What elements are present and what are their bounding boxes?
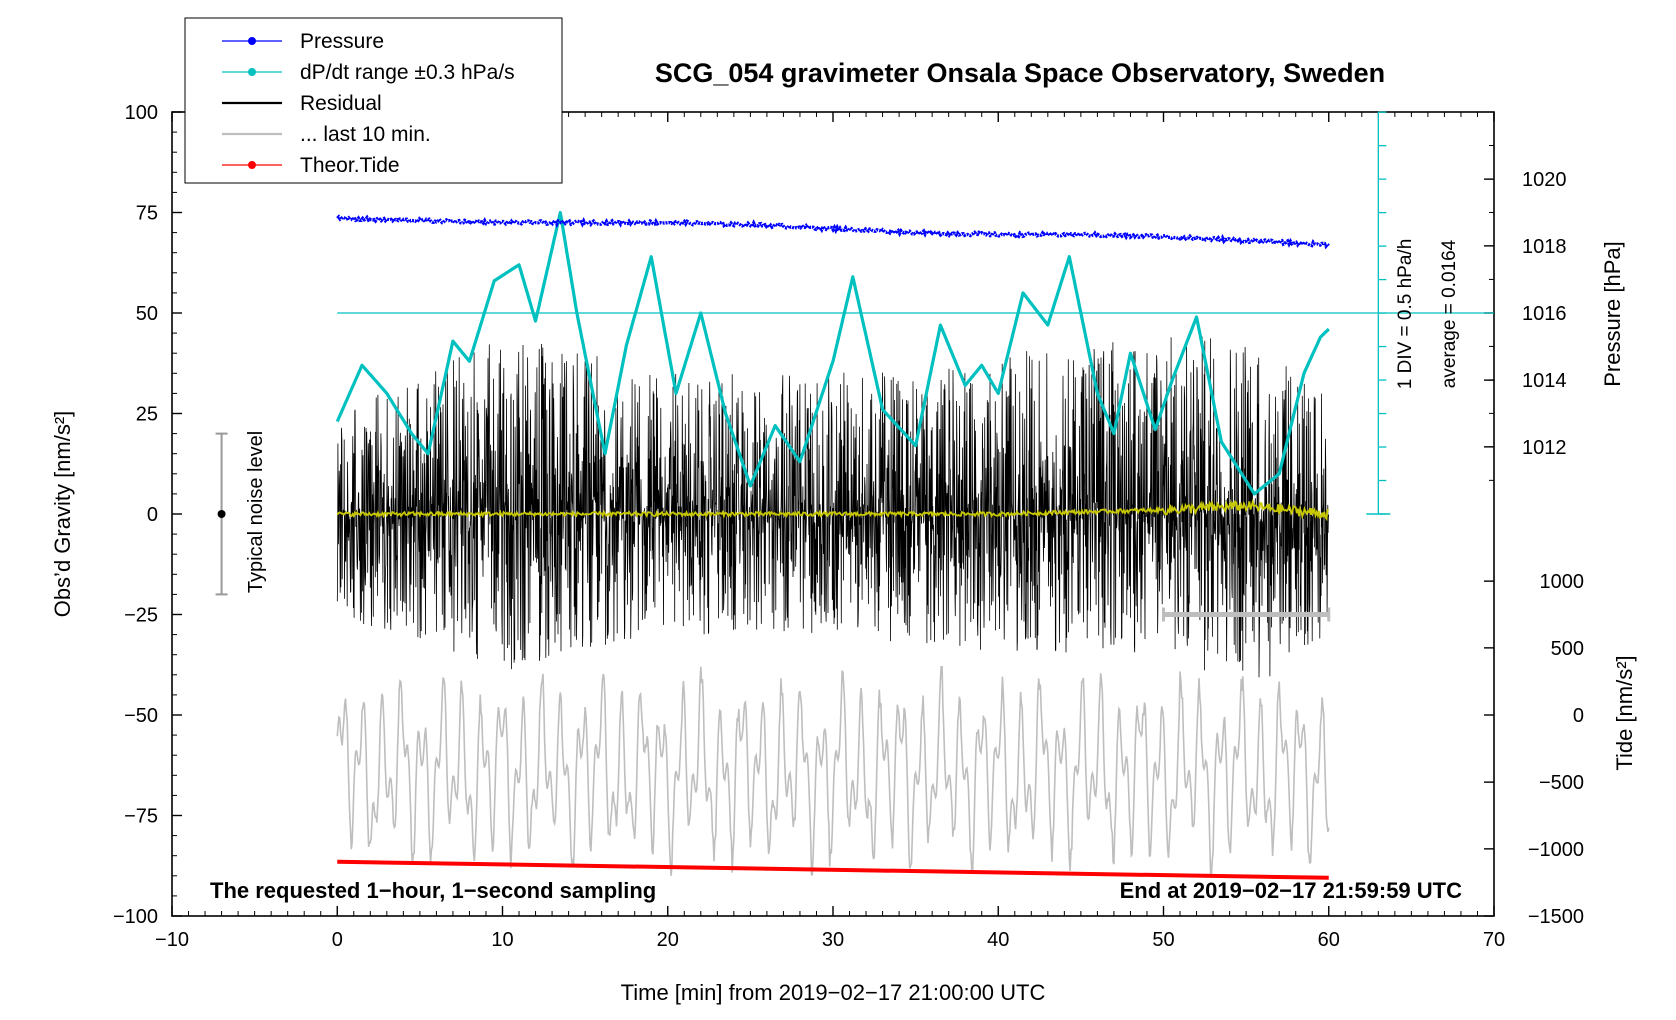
legend-marker xyxy=(248,68,256,76)
x-tick-label: 30 xyxy=(822,929,844,951)
dpdt-line xyxy=(335,210,1330,496)
tide-axis-label: Tide [nm/s²] xyxy=(1612,655,1637,770)
y-tick-label: −100 xyxy=(113,906,158,928)
legend-label: Pressure xyxy=(300,30,384,53)
div-scale-label: 1 DIV = 0.5 hPa/h xyxy=(1395,239,1416,390)
tide-tick-label: −500 xyxy=(1539,772,1584,794)
pressure-tick-label: 1014 xyxy=(1522,370,1567,392)
x-tick-label: 60 xyxy=(1318,929,1340,951)
legend-label: dP/dt range ±0.3 hPa/s xyxy=(300,61,515,84)
y-axis-label: Obs’d Gravity [nm/s²] xyxy=(50,411,75,618)
y-tick-label: 100 xyxy=(125,102,158,124)
x-tick-label: 40 xyxy=(987,929,1009,951)
average-label: average = 0.0164 xyxy=(1439,239,1460,388)
chart-annotation-marks xyxy=(215,111,1494,622)
legend: Pressure dP/dt range ±0.3 hPa/s Residual..… xyxy=(184,17,563,184)
y-axis-ticks: 100 75 50 25 0 −25 −50 −75 −100 xyxy=(113,102,182,928)
grey-tide-series xyxy=(336,666,1330,877)
y-tick-label: 25 xyxy=(136,404,158,426)
pressure-tick-label: 1020 xyxy=(1522,169,1567,191)
x-tick-label: 50 xyxy=(1152,929,1174,951)
tide-tick-label: 500 xyxy=(1551,638,1584,660)
x-tick-label: −10 xyxy=(155,929,189,951)
y-tick-label: 0 xyxy=(147,504,158,526)
grey-tide-line xyxy=(336,666,1330,877)
tide-axis-ticks: 1000 500 0 −500 −1000 −1500 xyxy=(1484,571,1584,928)
tide-tick-label: 1000 xyxy=(1540,571,1585,593)
x-tick-label: 20 xyxy=(657,929,679,951)
noise-level-label: Typical noise level xyxy=(245,431,267,593)
pressure-series xyxy=(336,213,1330,250)
annotation-end-time: End at 2019−02−17 21:59:59 UTC xyxy=(1120,878,1463,903)
y-tick-label: 50 xyxy=(136,303,158,325)
pressure-tick-label: 1016 xyxy=(1522,303,1567,325)
tide-tick-label: 0 xyxy=(1573,705,1584,727)
legend-label: ... last 10 min. xyxy=(300,123,431,146)
legend-box xyxy=(184,17,563,184)
y-tick-label: −75 xyxy=(124,806,158,828)
residual-smoothed-series xyxy=(336,498,1330,522)
pressure-line xyxy=(336,213,1330,250)
chart-title: SCG_054 gravimeter Onsala Space Observat… xyxy=(655,58,1385,88)
smoothed-residual-line xyxy=(336,498,1330,522)
legend-label: Residual xyxy=(300,92,382,115)
tide-tick-label: −1500 xyxy=(1528,906,1584,928)
y-tick-label: −25 xyxy=(124,605,158,627)
pressure-tick-label: 1018 xyxy=(1522,236,1567,258)
tide-tick-label: −1000 xyxy=(1528,839,1584,861)
x-tick-label: 70 xyxy=(1483,929,1505,951)
x-tick-label: 10 xyxy=(491,929,513,951)
x-axis-label: Time [min] from 2019−02−17 21:00:00 UTC xyxy=(621,980,1046,1005)
y-tick-label: −50 xyxy=(124,705,158,727)
x-tick-label: 0 xyxy=(332,929,343,951)
legend-label: Theor.Tide xyxy=(300,154,400,177)
pressure-axis-label: Pressure [hPa] xyxy=(1600,241,1625,387)
pressure-tick-label: 1012 xyxy=(1522,437,1567,459)
dpdt-series xyxy=(335,210,1330,496)
annotation-requested-sampling: The requested 1−hour, 1−second sampling xyxy=(210,878,656,903)
noise-bar-dot xyxy=(217,510,226,518)
theoretical-tide-line xyxy=(337,859,1329,880)
y-tick-label: 75 xyxy=(136,203,158,225)
legend-marker xyxy=(248,37,256,45)
theoretical-tide-series xyxy=(337,859,1329,880)
x-axis-ticks: −10 0 10 20 30 40 50 60 70 xyxy=(155,112,1505,951)
legend-marker xyxy=(248,161,256,169)
